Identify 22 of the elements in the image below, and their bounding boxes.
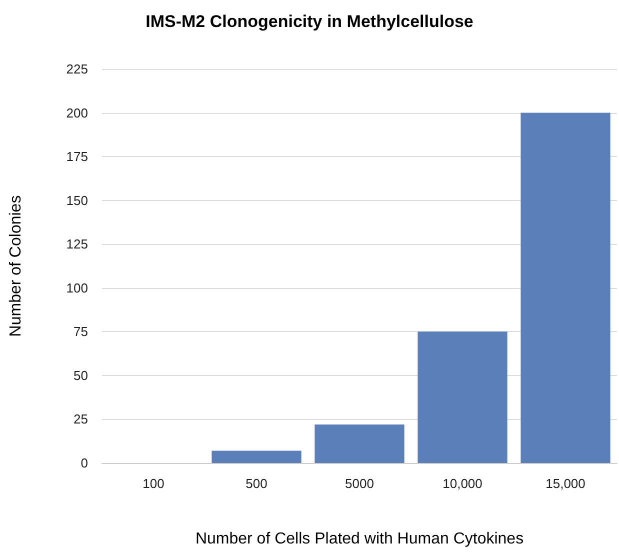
y-tick-label: 100	[66, 280, 88, 296]
y-tick-label: 225	[66, 62, 88, 76]
x-axis-title: Number of Cells Plated with Human Cytokines	[195, 530, 524, 548]
bar	[212, 450, 302, 463]
x-tick-label: 15,000	[546, 476, 586, 491]
bar	[418, 332, 508, 463]
x-tick-label: 500	[246, 476, 268, 491]
x-tick-label: 10,000	[442, 476, 482, 491]
y-tick-label: 75	[74, 324, 88, 340]
y-axis-title: Number of Colonies	[8, 195, 24, 337]
y-tick-label: 25	[74, 412, 88, 427]
chart-title: IMS-M2 Clonogenicity in Methylcellulose	[146, 12, 474, 31]
bar	[520, 112, 610, 463]
y-tick-label: 0	[80, 456, 88, 470]
y-tick-label: 150	[66, 192, 88, 208]
bar	[314, 424, 404, 463]
y-tick-label: 50	[74, 368, 88, 383]
y-tick-label: 175	[66, 149, 88, 164]
x-tick-label: 100	[142, 476, 164, 491]
x-tick-label: 5000	[345, 476, 374, 491]
y-tick-label: 200	[66, 105, 88, 120]
y-tick-label: 125	[66, 236, 88, 252]
